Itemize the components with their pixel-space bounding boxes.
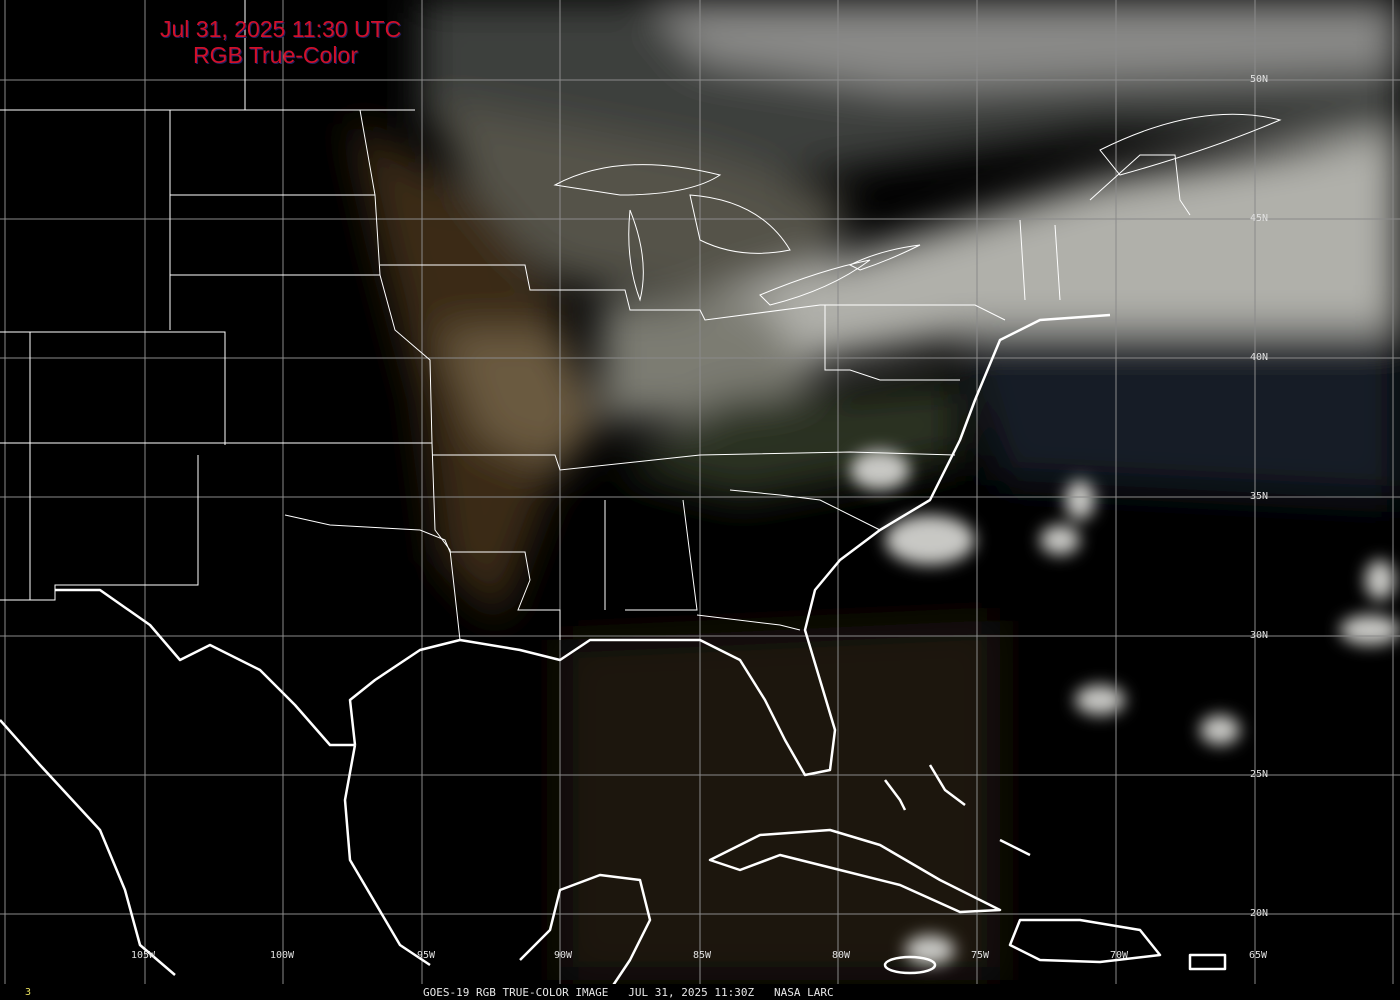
coastlines	[0, 313, 1227, 991]
product-title: RGB True-Color	[193, 42, 358, 68]
lon-label: 100W	[270, 950, 295, 961]
lon-label: 95W	[417, 950, 436, 961]
lat-label: 40N	[1250, 352, 1269, 363]
timestamp-title: Jul 31, 2025 11:30 UTC	[160, 16, 402, 42]
lon-label: 65W	[1249, 950, 1268, 961]
lat-label: 45N	[1250, 213, 1269, 224]
frame-number: 3	[25, 987, 32, 998]
lon-label: 85W	[693, 950, 712, 961]
great-lakes	[553, 113, 1282, 306]
image-caption: GOES-19 RGB TRUE-COLOR IMAGE JUL 31, 202…	[423, 986, 834, 999]
lon-label: 105W	[131, 950, 156, 961]
lon-label: 70W	[1110, 950, 1129, 961]
lat-label: 35N	[1250, 491, 1269, 502]
lat-label: 25N	[1250, 769, 1269, 780]
lat-label: 50N	[1250, 74, 1269, 85]
lon-label: 80W	[832, 950, 851, 961]
lon-label: 90W	[554, 950, 573, 961]
state-boundaries	[0, 0, 1191, 641]
lon-label: 75W	[971, 950, 990, 961]
lat-label: 30N	[1250, 630, 1269, 641]
lat-label: 20N	[1250, 908, 1269, 919]
caption-bar	[0, 984, 1400, 1000]
